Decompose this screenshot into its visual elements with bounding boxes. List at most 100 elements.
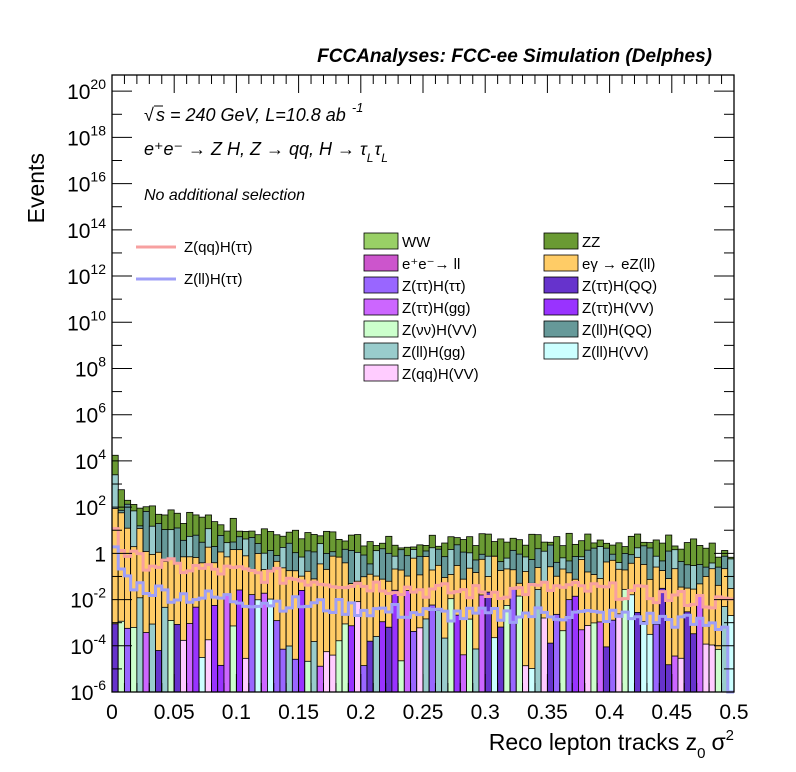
hist-bin-sparse — [590, 622, 598, 693]
hist-bin-sparse — [553, 613, 561, 693]
hist-bin-sparse — [217, 664, 225, 693]
hist-bin-sparse — [130, 627, 138, 693]
hist-bin-sparse — [310, 641, 318, 693]
hist-bin-sparse — [341, 623, 349, 693]
annotation-block: √ s = 240 GeV, L=10.8 ab -1 e⁺e⁻ → Z H, Z… — [144, 100, 388, 204]
legend-fill-swatch — [543, 342, 579, 360]
legend-fill-swatch — [543, 276, 579, 294]
hist-bin-sparse — [198, 657, 206, 693]
hist-bin-sparse — [192, 606, 200, 693]
hist-bin-sparse — [441, 637, 449, 693]
hist-bin-sparse — [397, 660, 405, 693]
hist-bin-sparse — [347, 625, 355, 693]
legend-fill-swatch — [543, 254, 579, 272]
legend-fill-label: Z(ττ)H(QQ) — [582, 278, 657, 295]
selection-label: No additional selection — [144, 187, 305, 204]
hist-bin-sparse — [180, 639, 188, 693]
hist-bin-sparse — [410, 631, 418, 693]
hist-bin-sparse — [665, 664, 673, 693]
hist-bin-sparse — [515, 595, 523, 693]
sqrt-symbol: √ — [144, 105, 154, 125]
line-histograms — [112, 527, 734, 694]
hist-bin-sparse — [646, 633, 654, 693]
y-tick-label: 1018 — [67, 122, 106, 150]
x-tick-label: 0.25 — [403, 701, 444, 724]
hist-bin-sparse — [335, 640, 343, 693]
hist-bin-sparse — [702, 643, 710, 693]
y-tick-label: 106 — [75, 400, 106, 428]
x-tick-label: 0.5 — [719, 701, 748, 724]
line-series-0 — [112, 527, 734, 610]
x-tick-label: 0.45 — [651, 701, 692, 724]
legend-fill-label: Z(ll)H(VV) — [582, 344, 649, 361]
hist-bin-sparse — [372, 636, 380, 693]
hist-bin-sparse — [385, 626, 393, 693]
hist-bin-sparse — [497, 626, 505, 693]
hist-bin-sparse — [117, 620, 125, 693]
hist-bin-sparse — [509, 587, 517, 693]
legend-line-label: Z(ll)H(ττ) — [184, 271, 243, 288]
x-tick-label: 0.1 — [222, 701, 251, 724]
legend-fill-swatch — [363, 254, 399, 272]
y-tick-label: 104 — [75, 446, 106, 474]
hist-bin-sparse — [714, 648, 722, 693]
hist-bin-sparse — [696, 595, 704, 693]
hist-bin-sparse — [435, 609, 443, 693]
x-axis-label-main: Reco lepton tracks z — [489, 729, 697, 755]
hist-bin-sparse — [627, 594, 635, 693]
legend-fill-label: Z(ττ)H(gg) — [402, 300, 471, 317]
hist-bin-sparse — [453, 614, 461, 693]
x-axis-label: Reco lepton tracks z0 σ2 — [489, 727, 734, 762]
legend-fill-label: eγ → eZ(ll) — [582, 256, 655, 273]
legend-fill-swatch — [543, 320, 579, 338]
legend-fill-swatch — [363, 320, 399, 338]
y-tick-label: 10-6 — [70, 677, 106, 705]
hist-bin-sparse — [640, 621, 648, 693]
hist-bin-sparse — [602, 646, 611, 693]
hist-bin-sparse — [522, 665, 530, 693]
legend-fill-label: Z(ll)H(QQ) — [582, 322, 652, 339]
legend-fill-label: Z(νν)H(VV) — [402, 322, 477, 339]
y-tick-label: 1014 — [67, 215, 106, 243]
legend-fill-label: ZZ — [582, 234, 600, 251]
legend-fill-label: Z(ττ)H(ττ) — [402, 278, 466, 295]
hist-bin-sparse — [260, 592, 268, 693]
hist-bin-sparse — [403, 590, 411, 693]
y-tick-label: 1016 — [67, 169, 106, 197]
hist-bin-sparse — [254, 599, 262, 693]
hist-bin-sparse — [161, 606, 169, 693]
y-tick-label: 1 — [94, 543, 106, 566]
legend-fills: WW ZZ e⁺e⁻→ ll eγ → eZ(ll) Z(ττ)H(ττ) Z(ττ)H(… — [363, 232, 657, 383]
hist-bin-sparse — [229, 625, 237, 693]
hist-bin-sparse — [223, 594, 231, 693]
hist-bin-sparse — [304, 660, 312, 693]
legend-fill-swatch — [363, 342, 399, 360]
y-tick-label: 108 — [75, 353, 106, 381]
legend-fill-label: e⁺e⁻→ ll — [402, 256, 460, 273]
legend-fill-label: WW — [402, 234, 431, 251]
hist-bin-sparse — [491, 637, 499, 693]
hist-bin-sparse — [416, 627, 424, 693]
x-tick-label: 0.05 — [154, 701, 195, 724]
hist-bin-sparse — [540, 617, 548, 693]
hist-bin-sparse — [615, 613, 623, 693]
tau2: τ — [374, 139, 382, 159]
hist-bin-sparse — [690, 633, 698, 693]
legend-line-label: Z(qq)H(ττ) — [184, 239, 253, 256]
y-axis-label: Events — [23, 153, 49, 223]
legend-fill-label: Z(ττ)H(VV) — [582, 300, 654, 317]
hist-bin-sparse — [142, 632, 150, 693]
x-tick-label: 0.15 — [278, 701, 319, 724]
hist-bin-sparse — [242, 657, 250, 693]
x-tick-label: 0.2 — [346, 701, 375, 724]
hist-bin-sparse — [111, 623, 119, 693]
hist-bin-sparse — [186, 623, 194, 693]
hist-bin-sparse — [621, 588, 629, 693]
legend-fill-swatch — [363, 232, 399, 250]
hist-bin-sparse — [652, 623, 660, 693]
hist-bin-sparse — [559, 630, 567, 693]
hist-bin-sparse — [285, 645, 293, 693]
tau1-sub: L — [367, 151, 374, 165]
line-series-1 — [112, 545, 734, 694]
hist-bin-sparse — [173, 624, 181, 693]
